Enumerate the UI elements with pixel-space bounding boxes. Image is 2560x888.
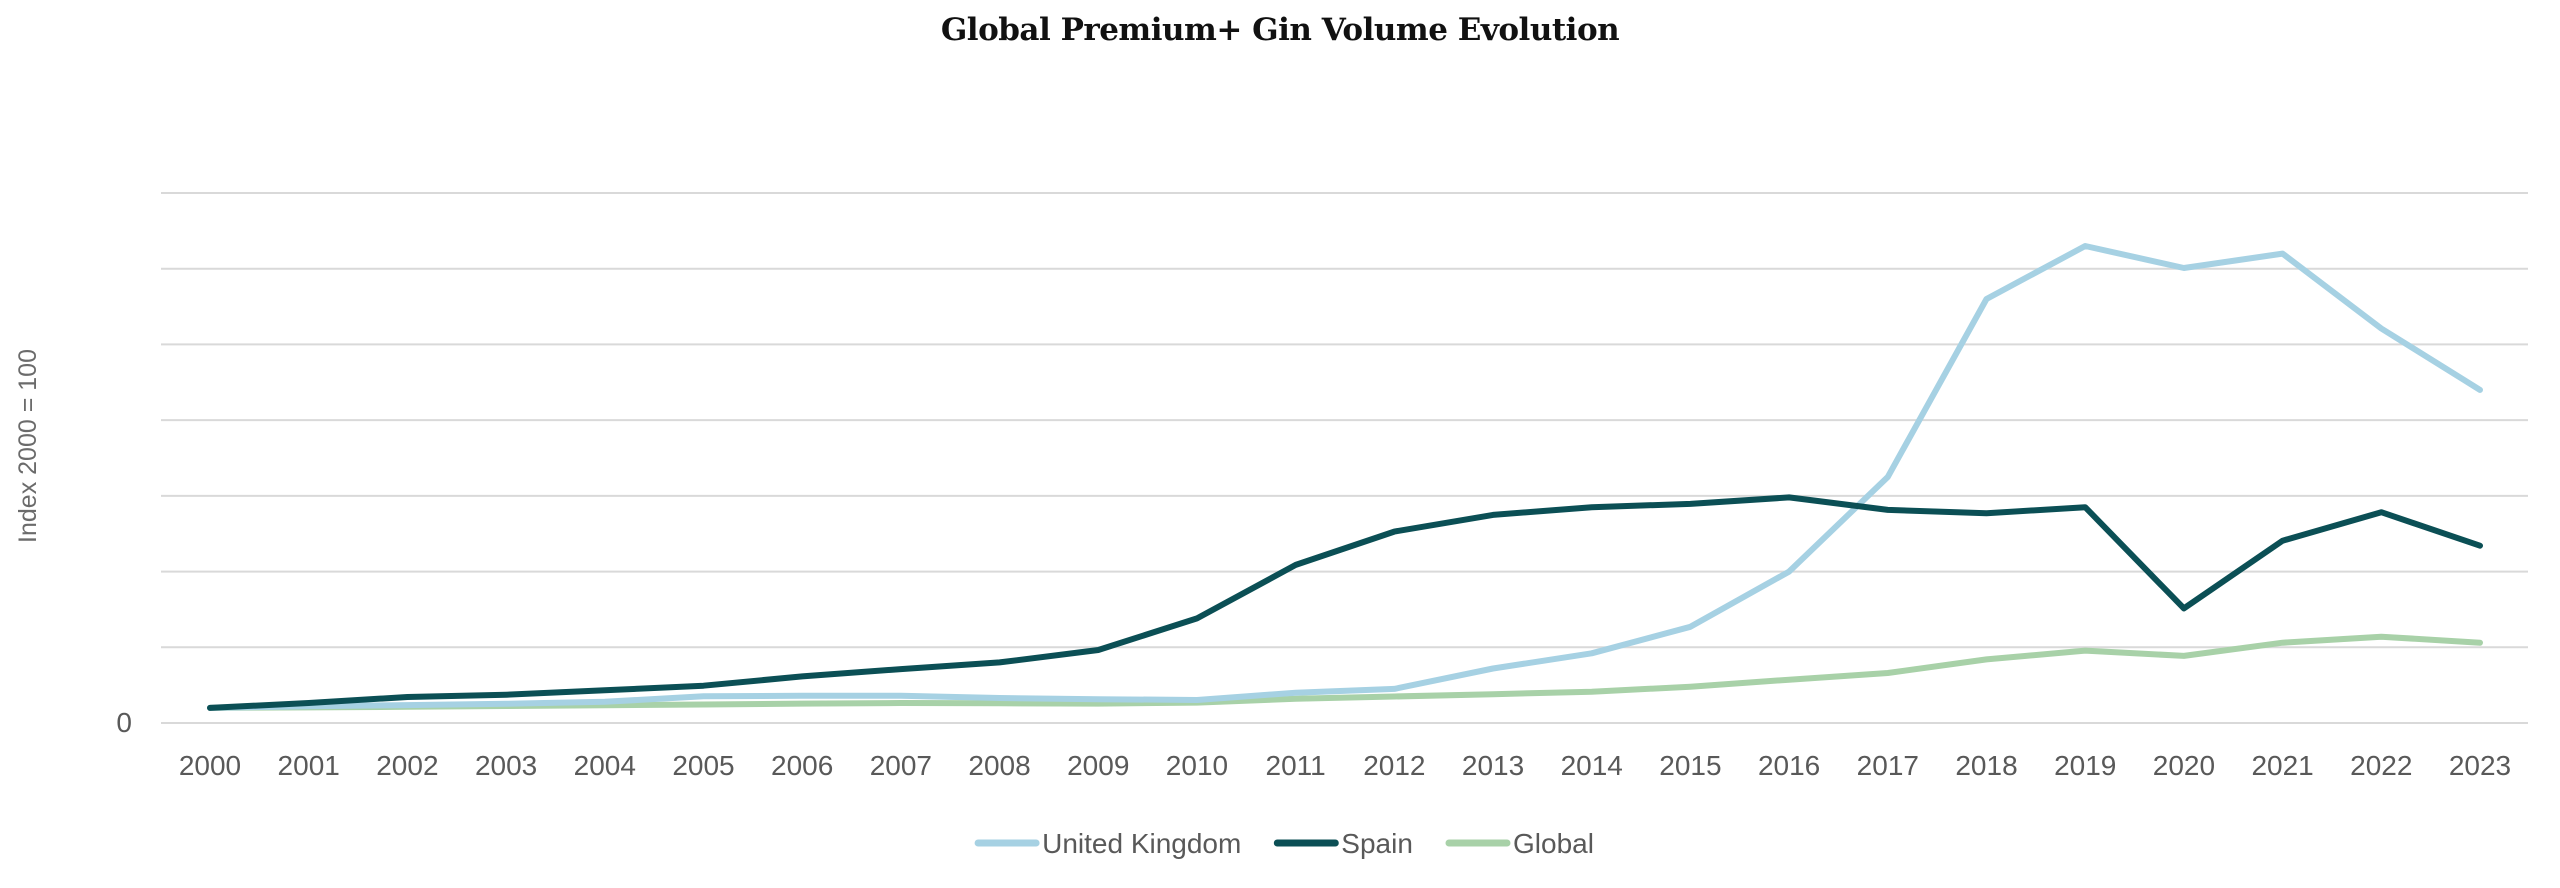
series-lines [207,243,2483,711]
gridlines [161,192,2528,724]
x-tick-label: 2001 [278,750,340,781]
series-line-global [207,633,2483,711]
legend-label-united-kingdom: United Kingdom [1042,828,1241,859]
x-tick-label: 2000 [179,750,241,781]
x-tick-label: 2018 [1955,750,2017,781]
legend-item-united-kingdom[interactable]: United Kingdom [974,828,1241,859]
x-tick-label: 2023 [2449,750,2511,781]
x-tick-label: 2019 [2054,750,2116,781]
x-tick-label: 2006 [771,750,833,781]
legend-label-global: Global [1513,828,1594,859]
x-tick-label: 2008 [968,750,1030,781]
x-tick-label: 2020 [2153,750,2215,781]
x-tick-label: 2017 [1857,750,1919,781]
x-tick-label: 2013 [1462,750,1524,781]
y-axis-ticks: 0 [116,707,132,738]
legend-item-spain[interactable]: Spain [1273,828,1413,859]
x-tick-label: 2002 [376,750,438,781]
series-line-spain [207,494,2483,711]
y-tick-label: 0 [116,707,132,738]
x-tick-label: 2010 [1166,750,1228,781]
x-axis-ticks: 2000 2001 2002 2003 2004 2005 2006 2007 2008 2009… [179,750,2511,781]
legend-item-global[interactable]: Global [1445,828,1594,859]
chart-title: Global Premium+ Gin Volume Evolution [940,12,1620,48]
x-tick-label: 2014 [1561,750,1623,781]
x-tick-label: 2004 [574,750,636,781]
x-tick-label: 2015 [1659,750,1721,781]
x-tick-label: 2009 [1067,750,1129,781]
x-tick-label: 2022 [2350,750,2412,781]
series-line-united-kingdom [207,243,2483,711]
x-tick-label: 2007 [870,750,932,781]
legend: United Kingdom Spain Global [974,828,1594,859]
x-tick-label: 2016 [1758,750,1820,781]
x-tick-label: 2012 [1363,750,1425,781]
x-tick-label: 2011 [1266,750,1326,781]
x-tick-label: 2005 [672,750,734,781]
x-tick-label: 2003 [475,750,537,781]
legend-label-spain: Spain [1341,828,1413,859]
x-tick-label: 2021 [2251,750,2313,781]
y-axis-title: Index 2000 = 100 [14,349,42,543]
